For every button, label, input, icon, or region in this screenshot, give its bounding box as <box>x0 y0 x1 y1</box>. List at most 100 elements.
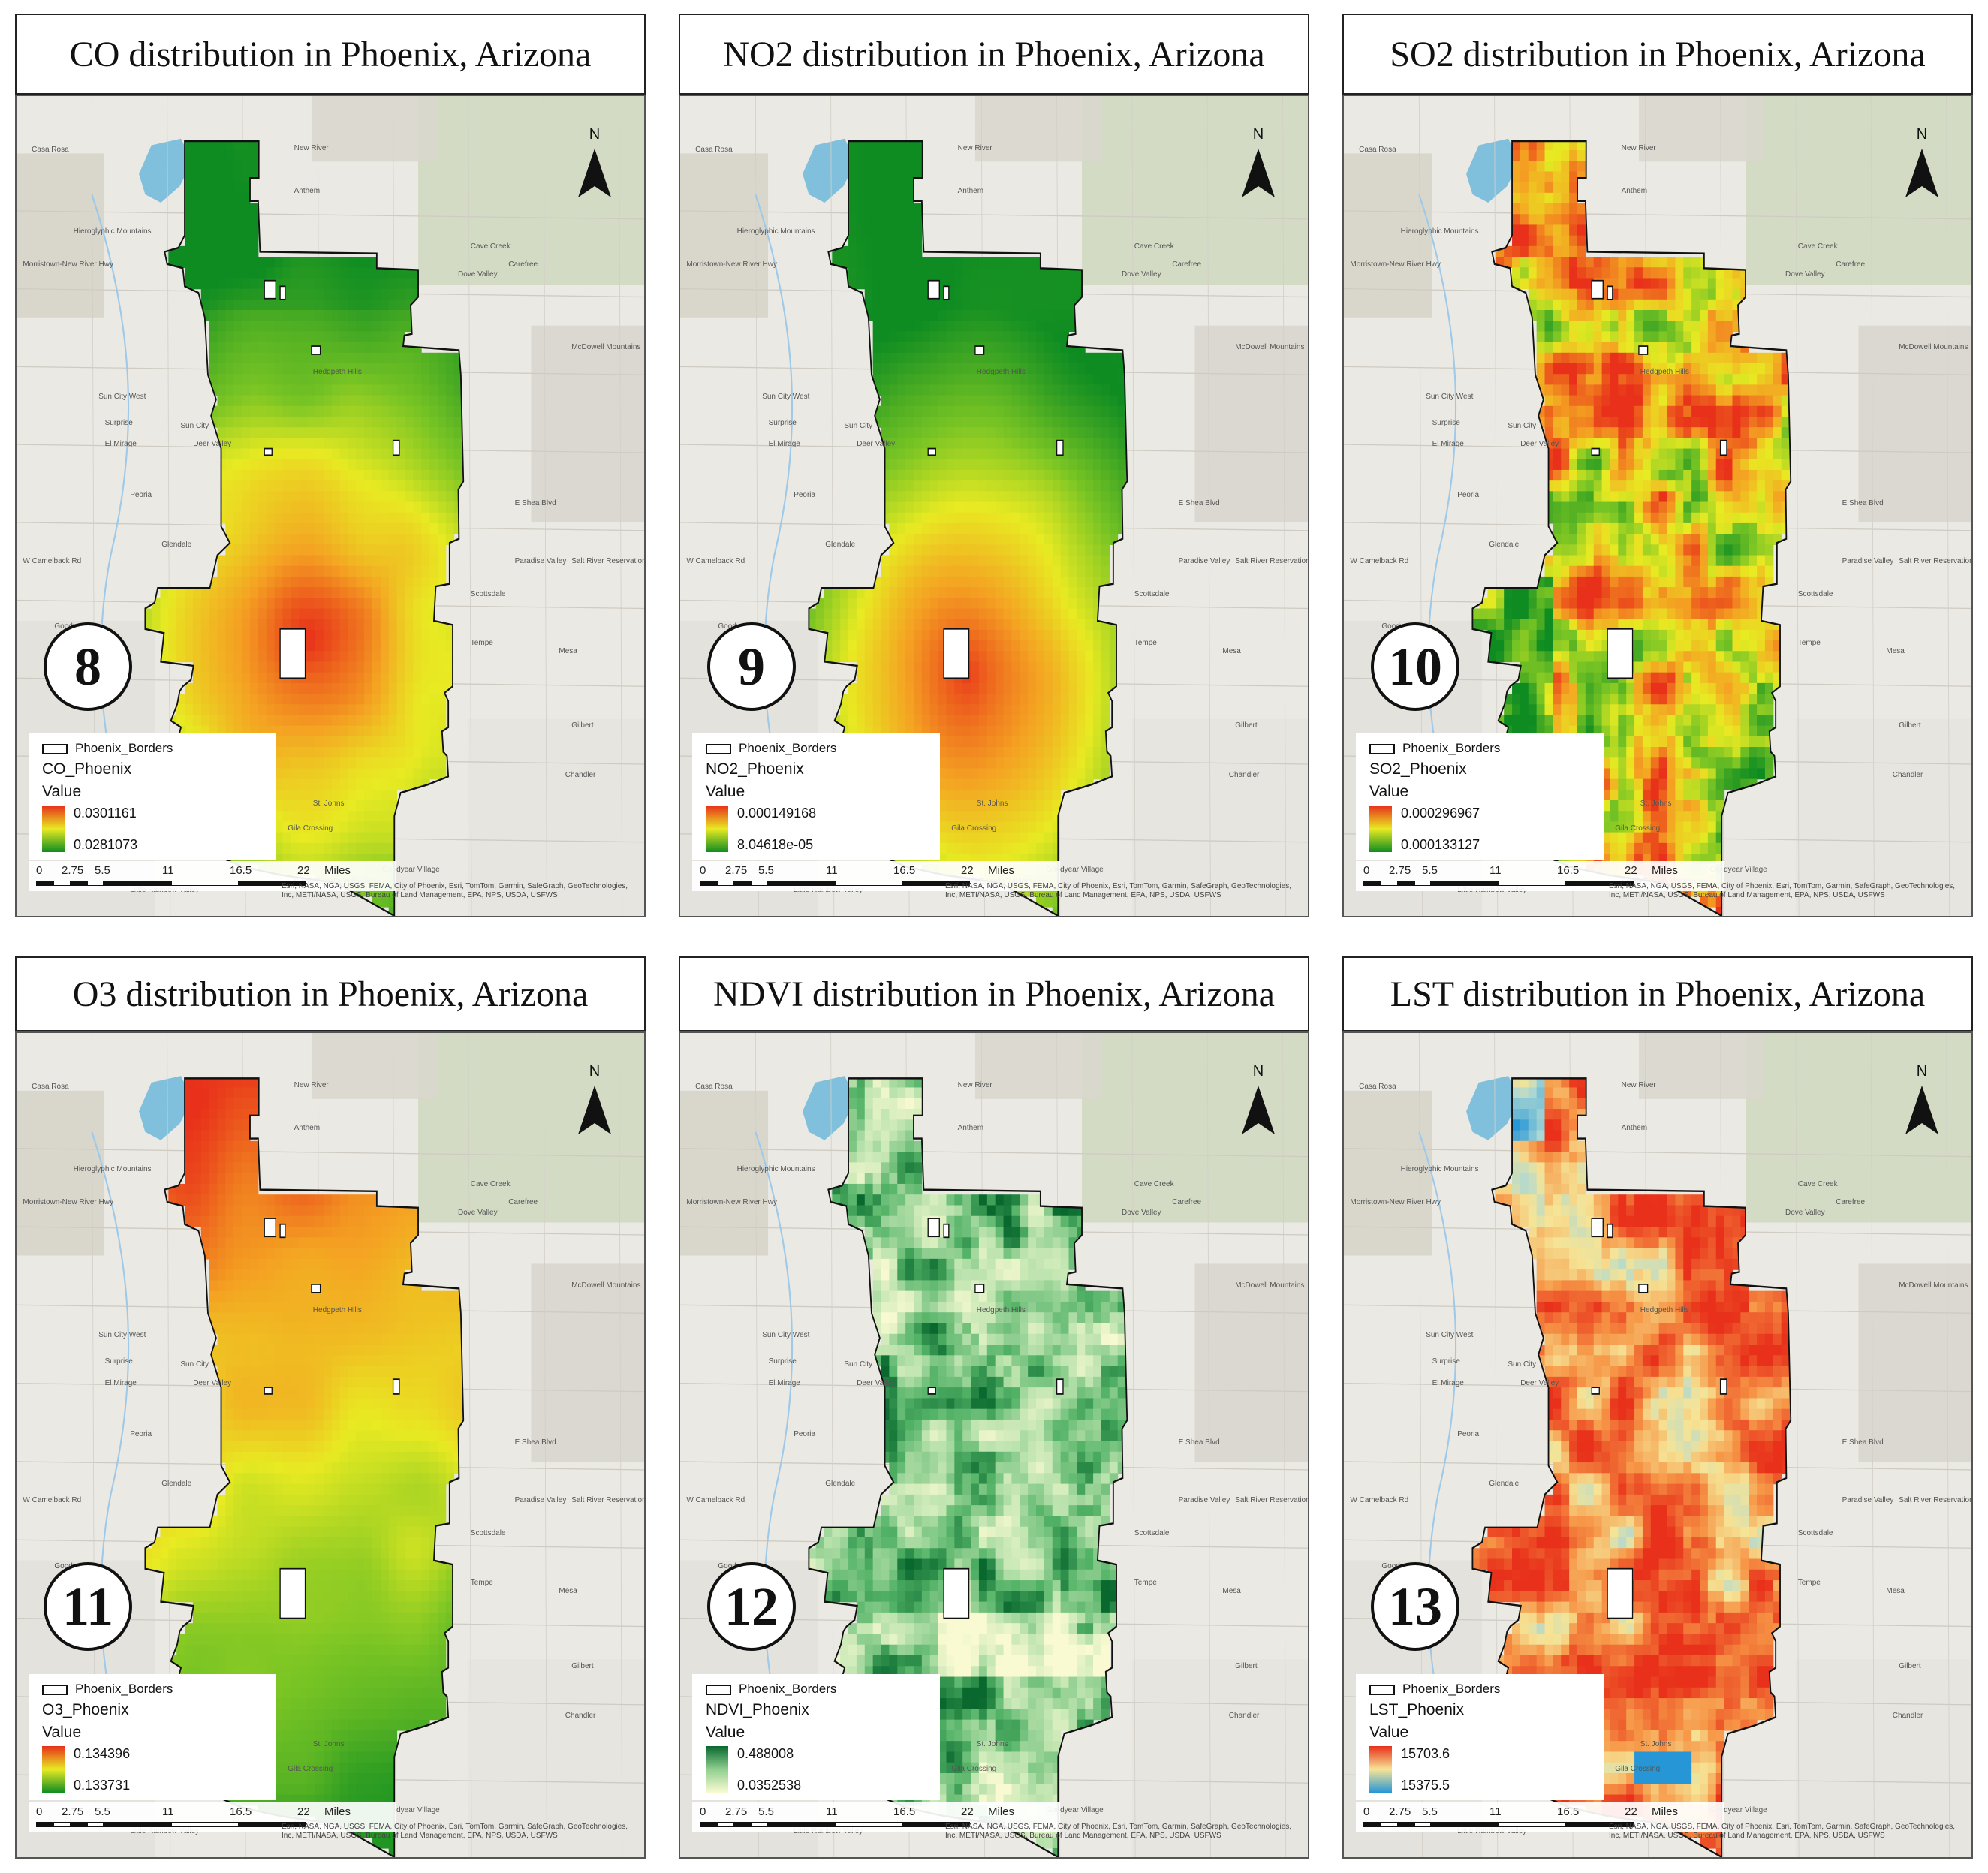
place-label: St. Johns <box>312 1740 345 1749</box>
scale-segment <box>1414 1822 1431 1827</box>
border-hole <box>1591 447 1600 456</box>
scale-bar: 0 2.75 5.5 11 16.5 22 Miles <box>29 861 396 891</box>
border-hole <box>392 439 400 456</box>
map-panel-lst: LST distribution in Phoenix, Arizona Casa… <box>1342 956 1973 1859</box>
scale-tick-label: 5.5 <box>758 1805 774 1818</box>
legend-value-heading: Value <box>706 1724 746 1741</box>
place-label: Chandler <box>565 770 596 779</box>
place-label: Tempe <box>1797 1579 1821 1588</box>
place-label: Tempe <box>1134 1579 1157 1588</box>
place-label: Mesa <box>1222 647 1241 656</box>
map-frame[interactable]: Casa Rosa New River Anthem Cave Creek Carefr… <box>15 1031 646 1859</box>
scale-segment <box>1398 1822 1414 1827</box>
place-label: Goodyear Village <box>1709 865 1767 874</box>
north-arrow-icon: N <box>1899 1063 1944 1138</box>
place-label: Gila Crossing <box>951 824 997 833</box>
place-label: Goodyear Village <box>1046 1806 1104 1815</box>
panel-title: CO distribution in Phoenix, Arizona <box>15 14 646 95</box>
place-label: Deer Valley <box>857 1378 896 1387</box>
place-label: El Mirage <box>104 1378 137 1387</box>
place-label: Anthem <box>957 186 984 195</box>
scale-tick-label: 11 <box>162 1805 174 1818</box>
place-label: McDowell Mountains <box>571 1281 641 1290</box>
terrain-patch <box>531 325 644 522</box>
phoenix-border-swatch <box>1369 1685 1395 1695</box>
scale-segment <box>1381 1822 1398 1827</box>
legend-layer-name: O3_Phoenix <box>42 1701 129 1718</box>
place-label: Morristown-New River Hwy <box>1350 1198 1441 1207</box>
road-line <box>543 96 547 916</box>
scale-tick-label: 2.75 <box>62 1805 84 1818</box>
map-frame[interactable]: Casa Rosa New River Anthem Cave Creek Carefr… <box>679 95 1309 917</box>
figure-number-badge: 9 <box>707 622 796 711</box>
scale-tick-label: 2.75 <box>1389 1805 1411 1818</box>
legend-color-ramp <box>42 1746 65 1793</box>
place-label: New River <box>1621 143 1656 152</box>
road-line <box>468 96 472 916</box>
place-label: Hieroglyphic Mountains <box>736 227 815 236</box>
scale-segment <box>1363 881 1381 886</box>
lake-pleasant <box>803 138 857 203</box>
place-label: Sun City West <box>762 1330 810 1339</box>
river-line <box>1418 1131 1458 1775</box>
place-label: W Camelback Rd <box>686 556 746 565</box>
legend-min-value: 0.133731 <box>74 1778 131 1793</box>
legend-min-value: 8.04618e-05 <box>737 837 814 852</box>
map-frame[interactable]: Casa Rosa New River Anthem Cave Creek Carefr… <box>679 1031 1309 1859</box>
place-label: El Mirage <box>768 440 800 449</box>
map-attribution: Esri, NASA, NGA, USGS, FEMA, City of Pho… <box>945 1823 1292 1840</box>
map-attribution: Esri, NASA, NGA, USGS, FEMA, City of Pho… <box>282 1823 628 1840</box>
legend-color-ramp <box>1369 1746 1392 1793</box>
place-label: Carefree <box>1836 260 1866 270</box>
legend: Phoenix_Borders NO2_Phoenix Value 0.0001491… <box>692 733 940 860</box>
place-label: W Camelback Rd <box>23 556 82 565</box>
lake-pleasant <box>139 1076 193 1140</box>
road-line <box>1795 96 1800 916</box>
lake-pleasant <box>139 138 193 203</box>
scale-tick-label: 16.5 <box>893 864 916 877</box>
scale-tick-label: 16.5 <box>230 1805 252 1818</box>
phoenix-border-swatch <box>42 1685 68 1695</box>
place-label: Dove Valley <box>458 1208 498 1217</box>
place-label: Peoria <box>130 491 152 500</box>
place-label: Gila Crossing <box>1615 824 1661 833</box>
legend-color-ramp <box>1369 806 1392 852</box>
scale-segment <box>53 1822 71 1827</box>
legend-max-value: 0.134396 <box>74 1746 131 1761</box>
place-label: St. Johns <box>1640 799 1672 809</box>
border-hole <box>927 447 936 456</box>
scale-segment <box>1566 881 1634 886</box>
scale-segment <box>104 881 171 886</box>
legend: Phoenix_Borders LST_Phoenix Value 15703.6 15… <box>1356 1674 1604 1800</box>
place-label: Paradise Valley <box>514 556 567 565</box>
road-line <box>17 210 644 220</box>
figure-number-badge: 11 <box>44 1562 132 1651</box>
raster-co <box>145 141 463 916</box>
road-line <box>680 210 1308 220</box>
scale-tick-label: 2.75 <box>725 864 748 877</box>
legend-value-heading: Value <box>42 1724 82 1741</box>
scale-segment <box>36 881 53 886</box>
map-frame[interactable]: Casa Rosa New River Anthem Cave Creek Carefr… <box>1342 95 1973 917</box>
place-label: Sun City <box>180 1360 209 1369</box>
road-line <box>1131 96 1136 916</box>
scale-tick-label: 22 <box>1625 864 1637 877</box>
scale-bar: 0 2.75 5.5 11 16.5 22 Miles <box>1356 861 1724 891</box>
place-label: Hedgpeth Hills <box>312 1305 362 1314</box>
place-label: Casa Rosa <box>1359 1083 1396 1092</box>
road-line <box>1344 1148 1971 1158</box>
scale-tick-label: 16.5 <box>1557 864 1580 877</box>
place-label: Carefree <box>1172 1198 1202 1207</box>
legend-borders-label: Phoenix_Borders <box>1402 741 1501 755</box>
map-frame[interactable]: Casa Rosa New River Anthem Cave Creek Carefr… <box>1342 1031 1973 1859</box>
legend: Phoenix_Borders NDVI_Phoenix Value 0.488008… <box>692 1674 940 1800</box>
terrain-patch <box>1131 718 1308 916</box>
place-label: Paradise Valley <box>1842 556 1894 565</box>
place-label: Hieroglyphic Mountains <box>736 1165 815 1174</box>
legend-max-value: 0.488008 <box>737 1746 794 1761</box>
place-label: St. Johns <box>1640 1740 1672 1749</box>
map-frame[interactable]: Casa Rosa New River Anthem Cave Creek Carefr… <box>15 95 646 917</box>
place-label: Casa Rosa <box>32 145 69 154</box>
place-label: Dove Valley <box>1122 1208 1161 1217</box>
border-hole <box>279 1223 286 1239</box>
